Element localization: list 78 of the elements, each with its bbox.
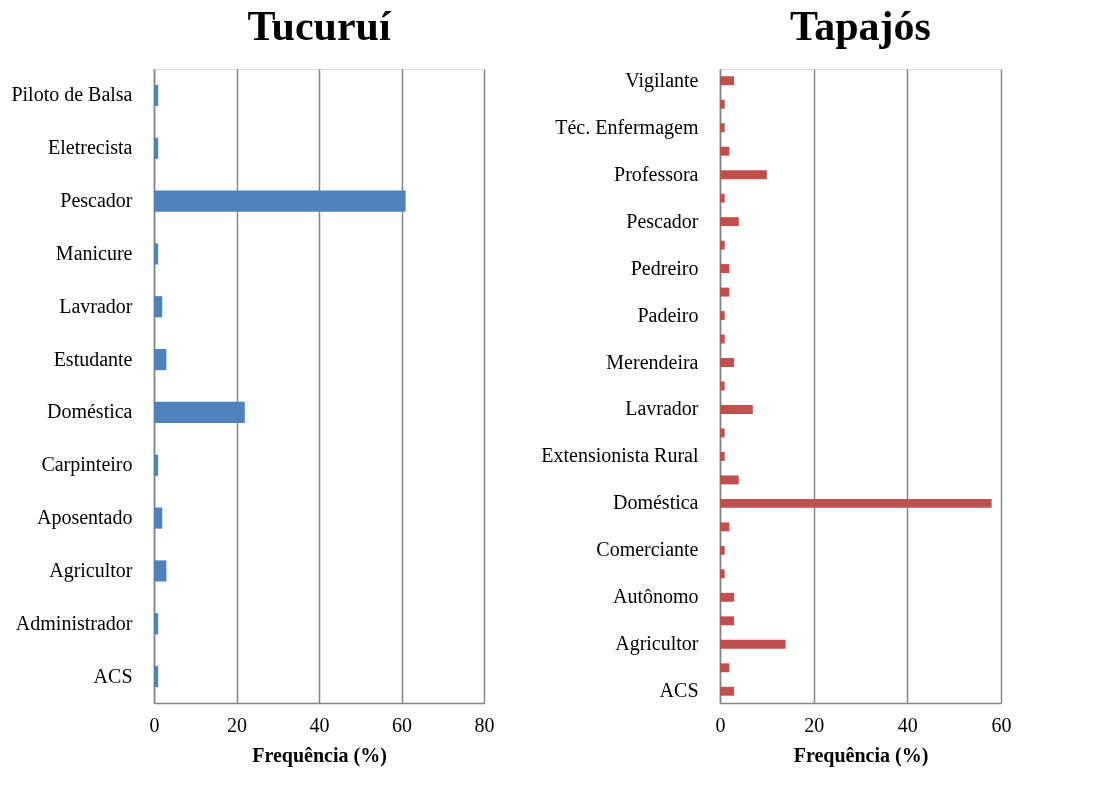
y-tick-label: Estudante bbox=[53, 347, 133, 370]
y-tick-label: Doméstica bbox=[612, 491, 699, 514]
bar bbox=[154, 190, 406, 212]
bar bbox=[154, 507, 163, 529]
y-tick-label: Doméstica bbox=[46, 400, 133, 423]
bar bbox=[720, 240, 725, 250]
bar bbox=[720, 475, 739, 485]
bar bbox=[720, 311, 725, 321]
bar bbox=[720, 334, 725, 344]
y-tick-label: ACS bbox=[93, 664, 133, 687]
bar bbox=[720, 639, 786, 649]
bar bbox=[720, 616, 735, 626]
bar bbox=[720, 381, 725, 391]
x-axis-title: Frequência (%) bbox=[793, 743, 929, 767]
bar bbox=[154, 454, 159, 476]
chart-title: Tapajós bbox=[790, 3, 931, 49]
bar bbox=[720, 358, 735, 367]
x-tick-label: 0 bbox=[715, 713, 726, 736]
y-tick-label: Comerciante bbox=[596, 538, 699, 561]
y-tick-label: Manicure bbox=[55, 241, 133, 264]
y-tick-label: Eletrecista bbox=[48, 136, 133, 159]
bar bbox=[154, 243, 159, 265]
bar bbox=[720, 123, 725, 133]
bar bbox=[720, 545, 725, 555]
bar bbox=[720, 428, 725, 438]
x-tick-label: 80 bbox=[474, 713, 495, 736]
y-tick-label: Extensionista Rural bbox=[541, 444, 699, 467]
bar bbox=[720, 99, 725, 109]
y-tick-label: Autônomo bbox=[612, 585, 699, 608]
y-tick-label: Agricultor bbox=[49, 558, 133, 582]
bar bbox=[720, 498, 992, 508]
y-tick-label: Merendeira bbox=[606, 350, 699, 373]
x-axis-title: Frequência (%) bbox=[252, 743, 387, 767]
y-tick-label: Padeiro bbox=[637, 303, 699, 326]
bar bbox=[720, 287, 730, 297]
bar bbox=[154, 613, 159, 635]
x-tick-label: 20 bbox=[227, 713, 247, 736]
y-tick-label: Carpinteiro bbox=[41, 453, 133, 477]
bar bbox=[720, 405, 753, 414]
y-tick-label: Pescador bbox=[626, 209, 699, 232]
y-tick-label: Lavrador bbox=[625, 397, 699, 420]
bar bbox=[720, 146, 730, 156]
bar bbox=[720, 76, 735, 86]
bar bbox=[720, 451, 725, 461]
bar bbox=[720, 217, 739, 227]
y-tick-label: Vigilante bbox=[625, 68, 699, 92]
x-tick-label: 40 bbox=[897, 713, 918, 736]
y-tick-label: Agricultor bbox=[615, 632, 699, 656]
x-tick-label: 60 bbox=[991, 713, 1012, 736]
x-tick-label: 20 bbox=[804, 713, 825, 736]
y-tick-label: Professora bbox=[614, 162, 699, 185]
bar bbox=[154, 296, 163, 318]
chart-title: Tucuruí bbox=[247, 3, 392, 49]
x-tick-label: 40 bbox=[309, 713, 330, 736]
bar bbox=[154, 84, 159, 106]
bar bbox=[154, 349, 167, 371]
y-tick-label: Téc. Enfermagem bbox=[555, 115, 699, 139]
bar bbox=[720, 686, 735, 696]
bar bbox=[154, 137, 159, 159]
bar bbox=[720, 569, 725, 579]
bar bbox=[720, 170, 767, 180]
x-tick-label: 0 bbox=[149, 713, 160, 736]
bar bbox=[720, 264, 730, 274]
y-tick-label: Aposentado bbox=[36, 506, 133, 530]
bar bbox=[720, 193, 725, 203]
y-tick-label: Pescador bbox=[60, 189, 133, 212]
x-tick-label: 60 bbox=[392, 713, 412, 736]
bar bbox=[154, 666, 159, 688]
y-tick-label: Piloto de Balsa bbox=[11, 83, 133, 106]
bar bbox=[154, 401, 245, 423]
y-tick-label: Administrador bbox=[15, 611, 133, 634]
bar bbox=[720, 592, 735, 602]
y-tick-label: ACS bbox=[659, 679, 699, 702]
bar bbox=[720, 663, 730, 673]
bar bbox=[154, 560, 167, 582]
y-tick-label: Lavrador bbox=[59, 294, 133, 317]
y-tick-label: Pedreiro bbox=[630, 256, 699, 279]
bar bbox=[720, 522, 730, 532]
